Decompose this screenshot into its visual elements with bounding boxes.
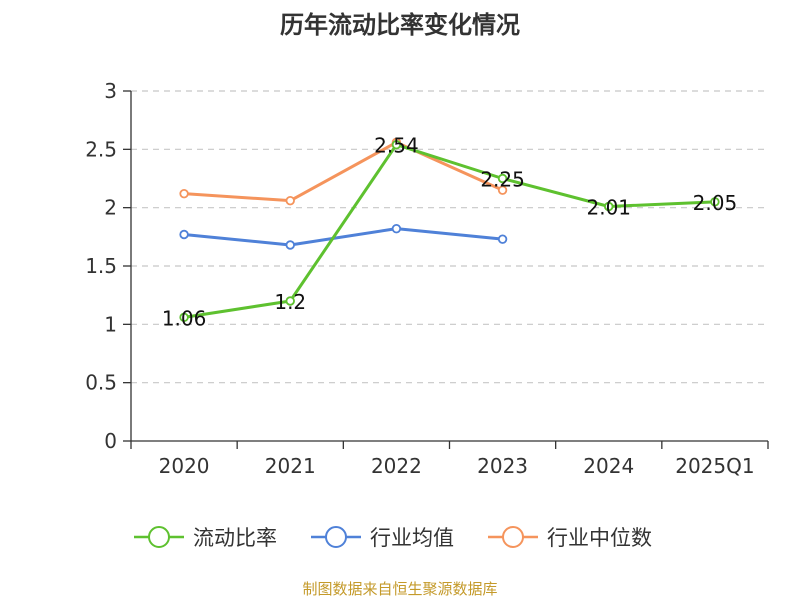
- y-tick-label: 0: [104, 429, 117, 453]
- source-note: 制图数据来自恒生聚源数据库: [302, 580, 497, 598]
- series-layer: [179, 137, 720, 323]
- legend-item-1[interactable]: 行业均值: [311, 526, 454, 550]
- x-tick-label: 2024: [583, 454, 634, 478]
- legend-label: 行业均值: [370, 526, 454, 550]
- x-tick-label: 2025Q1: [675, 454, 754, 478]
- data-label: 2.25: [480, 168, 525, 192]
- data-label: 1.06: [162, 306, 207, 330]
- data-label: 1.2: [274, 290, 306, 314]
- data-label: 2.54: [374, 134, 419, 158]
- data-point: [179, 229, 189, 240]
- y-tick-label: 2: [104, 196, 117, 220]
- series-1: [179, 223, 508, 250]
- data-point: [179, 312, 189, 323]
- data-point: [497, 234, 508, 244]
- grid-lines: [131, 90, 768, 384]
- y-tick-label: 3: [104, 79, 117, 103]
- data-point: [391, 139, 402, 150]
- data-point: [179, 188, 189, 199]
- chart-title: 历年流动比率变化情况: [280, 11, 520, 39]
- data-point: [497, 185, 508, 195]
- legend-marker-icon: [325, 526, 347, 548]
- data-point: [497, 173, 508, 184]
- legend-item-2[interactable]: 行业中位数: [488, 526, 652, 550]
- legend-item-0[interactable]: 流动比率: [134, 526, 277, 550]
- legend-marker-icon: [148, 526, 170, 548]
- data-point: [710, 197, 720, 207]
- series-line: [183, 143, 715, 319]
- y-tick-label: 2.5: [85, 137, 117, 161]
- data-point: [604, 201, 614, 212]
- data-label: 2.05: [693, 191, 738, 215]
- series-2: [179, 137, 508, 206]
- x-tick-label: 2023: [477, 454, 528, 478]
- data-point: [285, 240, 295, 250]
- legend-label: 行业中位数: [547, 526, 652, 550]
- x-tick-label: 2020: [159, 454, 210, 478]
- axes: 0 0.5 1 1.5 2 2.5 3 2020 2021 2022 2023 2024 2025Q1: [85, 79, 769, 478]
- data-label: 2.01: [586, 196, 631, 220]
- data-point: [285, 195, 295, 206]
- y-tick-label: 1.5: [85, 254, 117, 278]
- data-point: [285, 296, 295, 306]
- y-tick-label: 0.5: [85, 371, 117, 395]
- data-point: [391, 223, 402, 234]
- x-tick-label: 2022: [371, 454, 422, 478]
- series-line: [183, 227, 503, 247]
- series-line: [183, 140, 504, 203]
- y-tick-label: 1: [104, 312, 117, 336]
- legend-label: 流动比率: [193, 526, 277, 550]
- data-labels: 1.06 1.2 2.54 2.25 2.01 2.05: [162, 134, 737, 331]
- legend-marker-icon: [502, 526, 524, 548]
- x-tick-label: 2021: [265, 454, 316, 478]
- legend: 流动比率 行业均值 行业中位数: [134, 526, 652, 550]
- series-0: [179, 139, 720, 323]
